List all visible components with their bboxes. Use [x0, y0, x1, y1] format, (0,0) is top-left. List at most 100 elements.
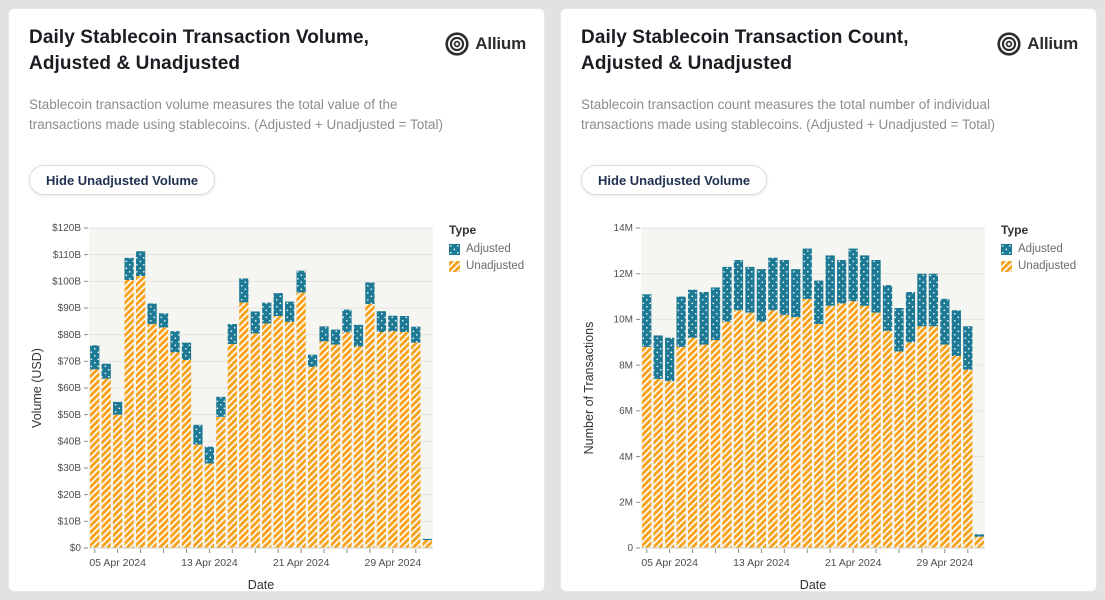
bar-unadjusted-4[interactable]	[124, 280, 134, 548]
bar-unadjusted-20[interactable]	[859, 305, 870, 548]
bar-unadjusted-14[interactable]	[239, 302, 249, 548]
bar-unadjusted-24[interactable]	[353, 346, 364, 548]
bar-adjusted-17[interactable]	[273, 293, 283, 316]
bar-adjusted-7[interactable]	[710, 287, 721, 340]
bar-unadjusted-29[interactable]	[411, 342, 421, 548]
bar-unadjusted-5[interactable]	[135, 276, 146, 548]
bar-unadjusted-25[interactable]	[917, 326, 927, 548]
bar-unadjusted-12[interactable]	[216, 416, 226, 548]
bar-unadjusted-30[interactable]	[974, 536, 984, 548]
bar-unadjusted-8[interactable]	[722, 321, 732, 548]
bar-unadjusted-10[interactable]	[193, 444, 203, 548]
bar-unadjusted-25[interactable]	[365, 304, 375, 548]
bar-adjusted-22[interactable]	[882, 285, 893, 331]
bar-adjusted-17[interactable]	[825, 255, 835, 306]
bar-adjusted-29[interactable]	[963, 326, 973, 370]
bar-adjusted-30[interactable]	[422, 538, 432, 540]
bar-unadjusted-30[interactable]	[422, 540, 432, 548]
bar-unadjusted-20[interactable]	[307, 366, 318, 548]
bar-adjusted-19[interactable]	[296, 270, 306, 293]
bar-adjusted-7[interactable]	[158, 313, 169, 328]
bar-unadjusted-1[interactable]	[90, 369, 100, 548]
bar-adjusted-28[interactable]	[399, 316, 409, 332]
bar-unadjusted-3[interactable]	[113, 414, 123, 548]
bar-unadjusted-17[interactable]	[273, 316, 283, 548]
bar-adjusted-29[interactable]	[411, 326, 421, 343]
bar-adjusted-26[interactable]	[376, 311, 387, 332]
bar-adjusted-21[interactable]	[871, 260, 881, 313]
bar-unadjusted-3[interactable]	[665, 381, 675, 548]
bar-adjusted-21[interactable]	[319, 326, 329, 342]
bar-unadjusted-19[interactable]	[296, 292, 306, 548]
bar-unadjusted-17[interactable]	[825, 305, 835, 548]
bar-adjusted-27[interactable]	[940, 298, 950, 345]
bar-unadjusted-19[interactable]	[848, 301, 858, 548]
bar-unadjusted-15[interactable]	[802, 298, 812, 548]
bar-unadjusted-10[interactable]	[745, 312, 755, 548]
bar-adjusted-2[interactable]	[101, 363, 111, 379]
legend-item-adjusted[interactable]: Adjusted	[449, 243, 539, 255]
bar-unadjusted-14[interactable]	[791, 317, 801, 548]
bar-unadjusted-16[interactable]	[814, 324, 824, 548]
bar-unadjusted-7[interactable]	[158, 327, 169, 548]
bar-unadjusted-1[interactable]	[642, 346, 652, 548]
bar-unadjusted-21[interactable]	[319, 341, 329, 548]
bar-unadjusted-23[interactable]	[342, 332, 352, 548]
hide-unadjusted-button[interactable]: Hide Unadjusted Volume	[581, 165, 768, 195]
bar-unadjusted-29[interactable]	[963, 369, 973, 548]
bar-unadjusted-5[interactable]	[687, 337, 698, 548]
bar-unadjusted-9[interactable]	[181, 360, 192, 548]
bar-unadjusted-28[interactable]	[951, 356, 961, 548]
bar-adjusted-9[interactable]	[181, 342, 192, 360]
bar-adjusted-25[interactable]	[917, 273, 927, 327]
legend-item-unadjusted[interactable]: Unadjusted	[1001, 260, 1091, 272]
bar-unadjusted-22[interactable]	[330, 344, 341, 548]
bar-adjusted-8[interactable]	[170, 331, 180, 353]
bar-adjusted-15[interactable]	[250, 311, 260, 334]
bar-unadjusted-18[interactable]	[285, 321, 295, 548]
bar-adjusted-1[interactable]	[642, 294, 652, 347]
bar-adjusted-12[interactable]	[768, 257, 778, 311]
bar-unadjusted-22[interactable]	[882, 330, 893, 548]
bar-adjusted-6[interactable]	[699, 292, 709, 345]
bar-unadjusted-8[interactable]	[170, 352, 180, 548]
bar-unadjusted-26[interactable]	[376, 332, 387, 548]
bar-adjusted-23[interactable]	[342, 309, 352, 333]
bar-adjusted-12[interactable]	[216, 396, 226, 417]
bar-adjusted-25[interactable]	[365, 282, 375, 304]
bar-unadjusted-2[interactable]	[653, 378, 663, 548]
bar-adjusted-24[interactable]	[353, 324, 364, 347]
bar-unadjusted-13[interactable]	[227, 344, 237, 548]
bar-adjusted-19[interactable]	[848, 248, 858, 302]
bar-adjusted-24[interactable]	[905, 292, 916, 343]
bar-unadjusted-7[interactable]	[710, 340, 721, 548]
bar-unadjusted-23[interactable]	[894, 351, 904, 548]
bar-adjusted-2[interactable]	[653, 335, 663, 379]
bar-adjusted-20[interactable]	[307, 354, 318, 367]
bar-unadjusted-13[interactable]	[779, 314, 789, 548]
bar-adjusted-4[interactable]	[124, 257, 134, 280]
legend-item-adjusted[interactable]: Adjusted	[1001, 243, 1091, 255]
bar-adjusted-6[interactable]	[147, 303, 157, 324]
bar-adjusted-5[interactable]	[687, 289, 698, 338]
legend-item-unadjusted[interactable]: Unadjusted	[449, 260, 539, 272]
bar-adjusted-20[interactable]	[859, 255, 870, 306]
bar-adjusted-4[interactable]	[676, 296, 686, 347]
bar-adjusted-16[interactable]	[262, 302, 272, 324]
bar-unadjusted-15[interactable]	[250, 333, 260, 548]
bar-adjusted-8[interactable]	[722, 266, 732, 322]
bar-unadjusted-6[interactable]	[699, 344, 709, 548]
bar-unadjusted-24[interactable]	[905, 342, 916, 548]
bar-unadjusted-28[interactable]	[399, 332, 409, 548]
bar-unadjusted-9[interactable]	[733, 310, 744, 548]
bar-adjusted-15[interactable]	[802, 248, 812, 299]
bar-unadjusted-4[interactable]	[676, 346, 686, 548]
bar-adjusted-30[interactable]	[974, 534, 984, 537]
bar-adjusted-14[interactable]	[791, 269, 801, 318]
bar-adjusted-3[interactable]	[113, 401, 123, 415]
bar-unadjusted-16[interactable]	[262, 323, 272, 548]
bar-adjusted-3[interactable]	[665, 337, 675, 382]
hide-unadjusted-button[interactable]: Hide Unadjusted Volume	[29, 165, 216, 195]
bar-unadjusted-2[interactable]	[101, 378, 111, 548]
bar-unadjusted-11[interactable]	[756, 321, 767, 548]
